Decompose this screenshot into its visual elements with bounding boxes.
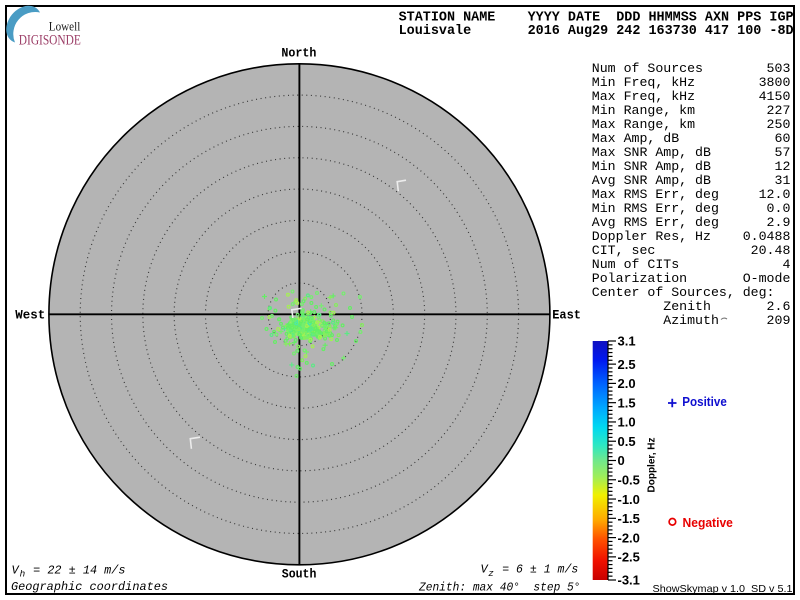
svg-text:-0.5: -0.5 (618, 472, 640, 487)
svg-text:Avg SNR Amp, dB 31: Avg SNR Amp, dB 31 (592, 173, 791, 188)
svg-text:Azimuth 209: Azimuth 209 (592, 313, 791, 328)
svg-text:-2.0: -2.0 (618, 530, 640, 545)
svg-text:1.0: 1.0 (618, 415, 636, 430)
svg-text:DIGISONDE: DIGISONDE (19, 33, 81, 49)
svg-text:South: South (282, 566, 317, 581)
svg-text:V: V (12, 563, 20, 577)
svg-text:V: V (481, 562, 489, 576)
svg-text:Min SNR Amp, dB 12: Min SNR Amp, dB 12 (592, 159, 791, 174)
svg-text:Doppler, Hz: Doppler, Hz (647, 437, 658, 492)
svg-text:Avg RMS Err, deg 2.9: Avg RMS Err, deg 2.9 (592, 215, 791, 230)
svg-text:Center of Sources, deg:: Center of Sources, deg: (592, 285, 775, 300)
svg-text:= 22 ± 14 m/s: = 22 ± 14 m/s (26, 563, 126, 577)
svg-text:Max RMS Err, deg 12.0: Max RMS Err, deg 12.0 (592, 187, 791, 202)
svg-text:2.0: 2.0 (618, 376, 636, 391)
svg-text:z: z (488, 568, 494, 579)
svg-text:West: West (15, 307, 45, 322)
svg-text:North: North (281, 46, 316, 61)
svg-text:-2.5: -2.5 (618, 550, 640, 565)
svg-text:Min Freq, kHz 3800: Min Freq, kHz 3800 (592, 75, 791, 90)
svg-text:Doppler Res, Hz 0.0488: Doppler Res, Hz 0.0488 (592, 229, 791, 244)
svg-text:STATION NAME YYYY DATE DDD: STATION NAME YYYY DATE DDD HHMMSS AXN PP… (399, 11, 794, 26)
svg-text:Num of Sources 503: Num of Sources 503 (592, 61, 791, 76)
svg-text:2.5: 2.5 (618, 357, 636, 372)
svg-text:Max SNR Amp, dB 57: Max SNR Amp, dB 57 (592, 145, 791, 160)
svg-text:Zenith 2.6: Zenith 2.6 (592, 299, 791, 314)
svg-text:Geographic coordinates: Geographic coordinates (11, 580, 168, 594)
svg-text:-1.0: -1.0 (618, 492, 640, 507)
svg-text:Num of CITs 4: Num of CITs 4 (592, 257, 791, 272)
svg-text:Max Range, km 250: Max Range, km 250 (592, 117, 791, 132)
svg-text:1.5: 1.5 (618, 395, 636, 410)
svg-text:Louisvale 2016 Aug29 242: Louisvale 2016 Aug29 242 163730 417 100 … (399, 24, 794, 39)
svg-text:CIT, sec 20.48: CIT, sec 20.48 (592, 243, 791, 258)
svg-text:h: h (20, 569, 26, 580)
svg-text:East: East (552, 307, 581, 322)
svg-text:Min RMS Err, deg 0.0: Min RMS Err, deg 0.0 (592, 201, 791, 216)
svg-text:0: 0 (618, 453, 625, 468)
svg-text:-1.5: -1.5 (618, 511, 640, 526)
svg-text:Zenith: max 40° step 5°: Zenith: max 40° step 5° (418, 580, 580, 594)
svg-text:Negative: Negative (683, 515, 733, 530)
svg-text:3.1: 3.1 (618, 334, 636, 349)
svg-text:0.5: 0.5 (618, 434, 636, 449)
svg-text:Min Range, km 227: Min Range, km 227 (592, 103, 791, 118)
svg-text:ShowSkymap v 1.0 SD v 5.1: ShowSkymap v 1.0 SD v 5.1 (653, 583, 793, 595)
svg-text:Max Freq, kHz 4150: Max Freq, kHz 4150 (592, 89, 791, 104)
svg-text:Polarization O-mode: Polarization O-mode (592, 271, 791, 286)
svg-text:Max Amp, dB 60: Max Amp, dB 60 (592, 131, 791, 146)
svg-text:-3.1: -3.1 (618, 573, 640, 588)
svg-text:Lowell: Lowell (49, 19, 81, 33)
svg-text:Positive: Positive (682, 394, 727, 409)
svg-text:= 6 ± 1 m/s: = 6 ± 1 m/s (495, 562, 578, 576)
